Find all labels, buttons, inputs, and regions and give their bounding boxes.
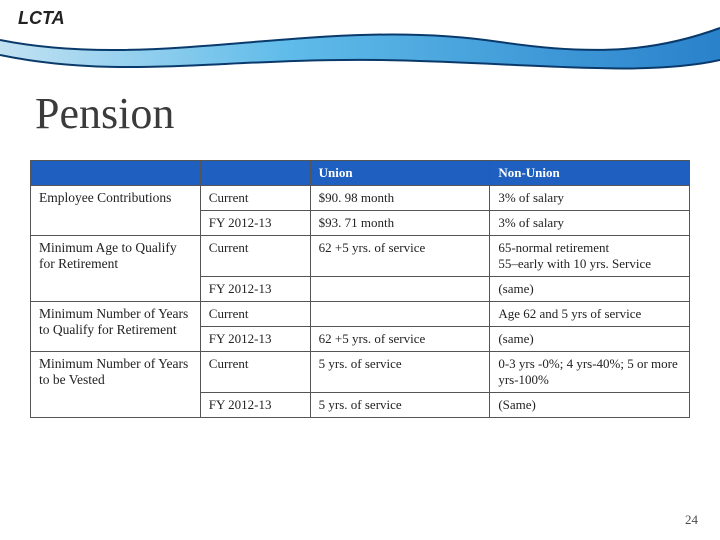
period-cell: Current [200, 352, 310, 393]
page-title: Pension [35, 88, 174, 139]
row-group-label: Minimum Age to Qualify for Retirement [31, 236, 201, 302]
union-cell: $93. 71 month [310, 211, 490, 236]
table-header-row: Union Non-Union [31, 161, 690, 186]
period-cell: FY 2012-13 [200, 393, 310, 418]
table-row: Minimum Age to Qualify for RetirementCur… [31, 236, 690, 277]
period-cell: Current [200, 186, 310, 211]
period-cell: Current [200, 302, 310, 327]
non-union-cell: (Same) [490, 393, 690, 418]
pension-table: Union Non-Union Employee ContributionsCu… [30, 160, 690, 418]
union-cell: $90. 98 month [310, 186, 490, 211]
union-cell: 5 yrs. of service [310, 393, 490, 418]
row-group-label: Minimum Number of Years to Qualify for R… [31, 302, 201, 352]
non-union-cell: (same) [490, 327, 690, 352]
non-union-cell: Age 62 and 5 yrs of service [490, 302, 690, 327]
col-union: Union [310, 161, 490, 186]
row-group-label: Employee Contributions [31, 186, 201, 236]
period-cell: Current [200, 236, 310, 277]
non-union-cell: 3% of salary [490, 211, 690, 236]
union-cell: 62 +5 yrs. of service [310, 327, 490, 352]
col-non-union: Non-Union [490, 161, 690, 186]
union-cell: 5 yrs. of service [310, 352, 490, 393]
union-cell [310, 302, 490, 327]
non-union-cell: 3% of salary [490, 186, 690, 211]
col-blank-1 [31, 161, 201, 186]
table-row: Employee ContributionsCurrent$90. 98 mon… [31, 186, 690, 211]
union-cell: 62 +5 yrs. of service [310, 236, 490, 277]
table-row: Minimum Number of Years to Qualify for R… [31, 302, 690, 327]
col-blank-2 [200, 161, 310, 186]
period-cell: FY 2012-13 [200, 277, 310, 302]
period-cell: FY 2012-13 [200, 211, 310, 236]
wave-banner [0, 0, 720, 75]
non-union-cell: 65-normal retirement 55–early with 10 yr… [490, 236, 690, 277]
period-cell: FY 2012-13 [200, 327, 310, 352]
logo-text: LCTA [18, 8, 65, 29]
row-group-label: Minimum Number of Years to be Vested [31, 352, 201, 418]
union-cell [310, 277, 490, 302]
page-number: 24 [685, 512, 698, 528]
table-row: Minimum Number of Years to be VestedCurr… [31, 352, 690, 393]
non-union-cell: 0-3 yrs -0%; 4 yrs-40%; 5 or more yrs-10… [490, 352, 690, 393]
non-union-cell: (same) [490, 277, 690, 302]
